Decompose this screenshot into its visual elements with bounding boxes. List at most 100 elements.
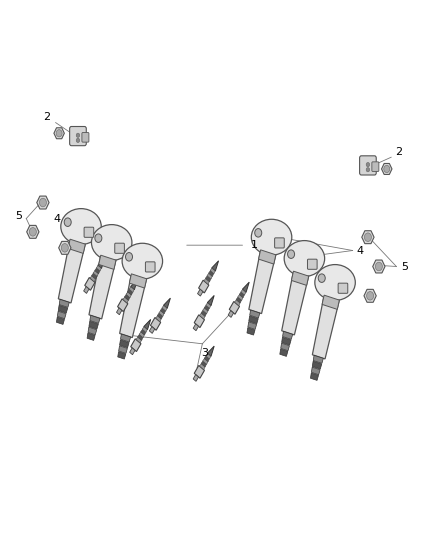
Polygon shape: [206, 353, 211, 359]
Polygon shape: [250, 310, 260, 318]
Polygon shape: [313, 356, 323, 364]
FancyBboxPatch shape: [307, 259, 317, 269]
Polygon shape: [280, 349, 288, 357]
Text: 1: 1: [251, 240, 258, 250]
Polygon shape: [291, 271, 309, 285]
Circle shape: [384, 165, 390, 173]
Polygon shape: [249, 316, 258, 324]
Polygon shape: [207, 273, 212, 279]
Polygon shape: [85, 278, 95, 290]
Polygon shape: [364, 289, 376, 302]
Polygon shape: [141, 329, 146, 335]
FancyBboxPatch shape: [115, 243, 124, 253]
FancyBboxPatch shape: [338, 283, 348, 293]
Circle shape: [76, 138, 80, 142]
Polygon shape: [129, 287, 134, 293]
Polygon shape: [198, 289, 203, 296]
Polygon shape: [150, 318, 161, 330]
Circle shape: [56, 130, 62, 137]
Polygon shape: [206, 303, 211, 309]
Polygon shape: [247, 328, 255, 335]
Polygon shape: [59, 300, 69, 308]
Polygon shape: [163, 298, 170, 309]
Polygon shape: [239, 292, 244, 298]
Polygon shape: [322, 295, 339, 309]
Polygon shape: [89, 321, 99, 329]
Text: 5: 5: [15, 211, 22, 221]
Polygon shape: [194, 366, 205, 378]
FancyBboxPatch shape: [275, 238, 284, 248]
Circle shape: [255, 229, 262, 237]
Polygon shape: [84, 287, 89, 293]
Polygon shape: [162, 305, 167, 311]
Text: 3: 3: [201, 349, 208, 358]
Polygon shape: [229, 302, 240, 314]
Polygon shape: [117, 299, 128, 312]
Polygon shape: [95, 268, 100, 274]
FancyBboxPatch shape: [360, 156, 376, 175]
Polygon shape: [144, 319, 151, 330]
Text: 2: 2: [396, 147, 403, 157]
Polygon shape: [90, 276, 95, 282]
Polygon shape: [381, 164, 392, 174]
Polygon shape: [57, 311, 66, 319]
Polygon shape: [138, 335, 143, 341]
Ellipse shape: [251, 219, 292, 255]
Polygon shape: [210, 268, 215, 274]
Ellipse shape: [92, 224, 132, 261]
Polygon shape: [198, 280, 209, 293]
Polygon shape: [212, 261, 219, 271]
Polygon shape: [201, 311, 206, 317]
Polygon shape: [282, 337, 291, 345]
Polygon shape: [281, 343, 290, 351]
FancyBboxPatch shape: [145, 262, 155, 272]
Polygon shape: [207, 346, 214, 357]
Polygon shape: [68, 239, 85, 253]
Circle shape: [39, 198, 46, 207]
Polygon shape: [118, 352, 126, 359]
Circle shape: [61, 244, 68, 252]
Circle shape: [126, 253, 133, 261]
Polygon shape: [193, 324, 198, 330]
Polygon shape: [127, 289, 133, 295]
Polygon shape: [131, 279, 138, 290]
Polygon shape: [283, 332, 293, 340]
Polygon shape: [311, 367, 320, 375]
Text: 4: 4: [357, 246, 364, 255]
Polygon shape: [204, 356, 209, 362]
Ellipse shape: [61, 208, 101, 245]
Polygon shape: [362, 231, 374, 244]
Polygon shape: [88, 327, 97, 335]
Polygon shape: [54, 128, 64, 139]
Polygon shape: [92, 273, 97, 279]
Polygon shape: [126, 292, 131, 298]
Polygon shape: [311, 373, 318, 381]
Polygon shape: [258, 250, 276, 264]
Polygon shape: [234, 300, 240, 306]
Polygon shape: [131, 339, 141, 352]
Polygon shape: [142, 327, 147, 333]
Circle shape: [64, 218, 71, 227]
Polygon shape: [129, 274, 147, 288]
Polygon shape: [282, 271, 309, 335]
Polygon shape: [27, 225, 39, 238]
Polygon shape: [159, 311, 164, 317]
Ellipse shape: [122, 243, 162, 279]
Circle shape: [364, 233, 371, 241]
Polygon shape: [120, 340, 129, 348]
Polygon shape: [149, 327, 155, 333]
Polygon shape: [203, 359, 208, 365]
Circle shape: [366, 163, 370, 167]
Polygon shape: [199, 313, 205, 319]
Polygon shape: [228, 311, 233, 317]
Polygon shape: [194, 315, 205, 328]
Polygon shape: [37, 196, 49, 209]
Polygon shape: [201, 361, 206, 367]
Ellipse shape: [315, 264, 355, 301]
Polygon shape: [117, 308, 122, 314]
Polygon shape: [58, 239, 85, 303]
Polygon shape: [157, 313, 162, 319]
Polygon shape: [238, 295, 243, 301]
Polygon shape: [373, 260, 385, 273]
Circle shape: [288, 250, 295, 259]
